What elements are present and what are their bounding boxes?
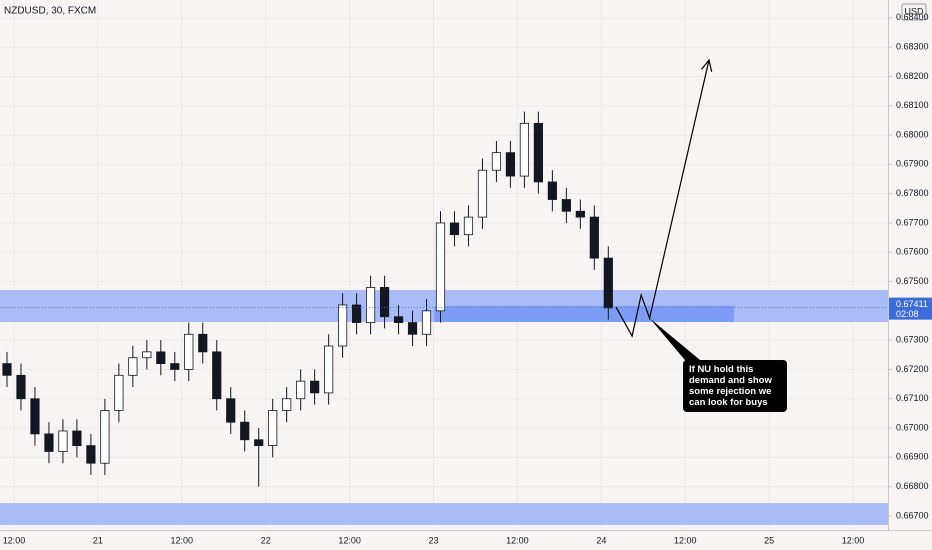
x-tick-label: 12:00	[338, 535, 361, 545]
annotation: If NU hold this demand and show some rej…	[683, 360, 787, 412]
candle-body	[561, 199, 571, 212]
y-tick-label: 0.68300	[896, 42, 929, 52]
candle-body	[505, 152, 516, 177]
x-tick-label: 21	[93, 535, 103, 545]
x-tick-label: 12:00	[3, 535, 26, 545]
y-tick-label: 0.67200	[896, 364, 929, 374]
y-tick-label: 0.67300	[896, 335, 929, 345]
candle-body	[589, 216, 599, 259]
candle-body	[114, 374, 124, 411]
candle-body	[407, 322, 418, 335]
candle-body	[16, 374, 26, 400]
candle-body	[352, 304, 362, 323]
candle-body	[603, 257, 613, 309]
chart-title: NZDUSD, 30, FXCM	[4, 6, 96, 17]
candle-body	[2, 363, 12, 376]
candle-body	[240, 421, 250, 441]
candle-body	[533, 122, 543, 183]
projection-path	[615, 59, 710, 338]
candle-body	[184, 333, 194, 370]
y-tick-label: 0.68200	[896, 71, 929, 81]
candle-body	[421, 310, 432, 335]
candle-body	[575, 210, 585, 218]
candle-body	[547, 181, 557, 200]
candle-body	[100, 410, 110, 464]
y-tick-label: 0.67800	[896, 188, 929, 198]
candle-body	[338, 304, 348, 347]
x-tick-label: 12:00	[171, 535, 194, 545]
x-tick-label: 24	[596, 535, 606, 545]
x-tick-label: 22	[261, 535, 271, 545]
y-tick-label: 0.67500	[896, 276, 929, 286]
candle-body	[435, 222, 446, 312]
candle-body	[519, 122, 530, 177]
candle-body	[226, 398, 236, 423]
candle-body	[282, 398, 292, 411]
candle-body	[58, 430, 68, 452]
candle-body	[296, 380, 306, 400]
y-tick-label: 0.66700	[896, 510, 929, 520]
last-price-label: 0.67411	[896, 299, 928, 309]
countdown: 02:08	[896, 309, 919, 319]
candle-body	[142, 351, 152, 359]
candle-body	[379, 287, 390, 318]
y-tick-label: 0.66900	[896, 452, 929, 462]
candle-body	[86, 445, 96, 464]
candle-body	[477, 169, 488, 218]
candle-body	[324, 345, 334, 394]
x-tick-label: 23	[429, 535, 439, 545]
candle-body	[463, 216, 474, 236]
arrow-head	[701, 58, 713, 72]
demand-zone	[0, 503, 888, 526]
candle-body	[365, 287, 376, 323]
currency-box	[901, 3, 927, 21]
candle-body	[198, 333, 208, 353]
x-tick-label: 25	[764, 535, 774, 545]
candle-body	[170, 363, 180, 370]
candle-body	[254, 439, 264, 447]
currency: USD	[904, 6, 924, 16]
y-tick-label: 0.68400	[896, 12, 929, 22]
y-tick-label: 0.67000	[896, 422, 929, 432]
y-tick-label: 0.67900	[896, 159, 929, 169]
callout-pointer	[649, 318, 700, 366]
candle-body	[212, 351, 222, 400]
y-tick-label: 0.67700	[896, 217, 929, 227]
candle-body	[310, 380, 320, 394]
y-tick-label: 0.68100	[896, 100, 929, 110]
candle-body	[44, 433, 54, 452]
y-tick-label: 0.68000	[896, 129, 929, 139]
y-tick-label: 0.66800	[896, 481, 929, 491]
candle-body	[72, 430, 82, 447]
candle-body	[449, 222, 460, 236]
candle-body	[393, 316, 404, 323]
x-tick-label: 12:00	[506, 535, 529, 545]
candle-body	[30, 398, 40, 435]
x-tick-label: 12:00	[842, 535, 865, 545]
demand-zone	[434, 305, 735, 322]
candle-body	[491, 152, 502, 171]
y-tick-label: 0.67100	[896, 393, 929, 403]
candle-body	[268, 410, 278, 447]
candle-body	[156, 351, 166, 364]
last-price-box	[889, 297, 932, 320]
candle-body	[128, 357, 138, 376]
x-tick-label: 12:00	[674, 535, 697, 545]
y-tick-label: 0.67600	[896, 247, 929, 257]
